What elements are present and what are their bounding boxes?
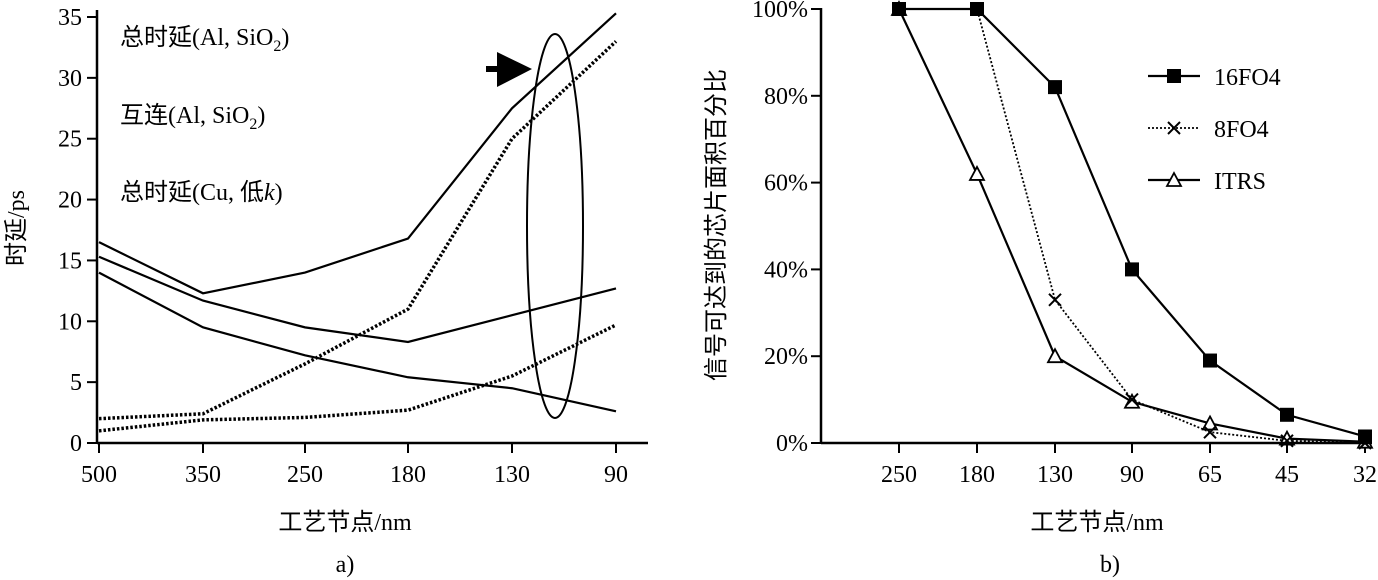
b-x-tick-label: 32 <box>1353 462 1377 488</box>
a-annotation-3: 总时延(Cu, 低k) <box>120 179 283 206</box>
highlight-ellipse <box>526 33 584 419</box>
b-point-16FO4 <box>1125 262 1139 277</box>
a-series-line-1 <box>98 12 617 295</box>
a-series-line-5 <box>98 323 617 433</box>
a-x-tick-label: 350 <box>185 462 221 488</box>
a-y-tick-label: 35 <box>58 5 82 31</box>
a-y-tick-label: 25 <box>58 127 82 153</box>
b-y-tick-label: 20% <box>764 344 808 370</box>
a-annotation-2: 互连(Al, SiO2) <box>120 102 265 133</box>
b-point-8FO4 <box>1125 392 1139 407</box>
legend-label-8FO4: 8FO4 <box>1214 117 1269 143</box>
a-annotation-1: 总时延(Al, SiO2) <box>120 24 289 55</box>
b-point-ITRS <box>1046 347 1064 364</box>
arrow-icon <box>486 52 532 87</box>
b-point-ITRS <box>968 165 986 181</box>
a-series-line-4 <box>98 40 618 421</box>
b-y-tick-label: 60% <box>764 171 808 197</box>
a-x-tick-label: 180 <box>390 462 426 488</box>
a-y-tick-label: 30 <box>58 66 82 92</box>
legend-marker-16FO4 <box>1167 69 1181 83</box>
a-series-line-3 <box>98 271 617 413</box>
b-series-line-ITRS <box>898 8 1366 443</box>
panel-a: 500 350 250 180 130 90 0 5 10 15 20 25 30 35 总时延(Al, … <box>3 5 648 578</box>
a-y-tick-label: 15 <box>58 248 82 274</box>
b-point-16FO4 <box>1280 407 1294 422</box>
b-point-16FO4 <box>892 2 906 16</box>
a-y-tick-label: 5 <box>70 370 82 396</box>
b-series-line-16FO4 <box>899 7 1366 438</box>
legend: 16FO4 8FO4 ITRS <box>1148 65 1281 195</box>
b-x-tick-label: 90 <box>1120 462 1144 488</box>
b-point-16FO4 <box>970 2 984 16</box>
legend-marker-8FO4 <box>1167 121 1181 135</box>
b-point-16FO4 <box>1358 429 1372 444</box>
a-xlabel: 工艺节点/nm <box>278 509 412 536</box>
a-x-tick-label: 90 <box>604 462 628 488</box>
b-y-tick-label: 100% <box>752 0 808 23</box>
b-x-tick-label: 45 <box>1275 462 1299 488</box>
b-series-line-8FO4 <box>899 8 1366 444</box>
b-ylabel: 信号可达到的芯片面积百分比 <box>703 69 730 381</box>
b-x-tick-label: 180 <box>959 462 995 488</box>
a-y-tick-label: 20 <box>58 188 82 214</box>
a-panel-label: a) <box>336 552 355 578</box>
b-y-tick-label: 0% <box>776 431 808 457</box>
a-x-tick-label: 130 <box>494 462 530 488</box>
legend-label-16FO4: 16FO4 <box>1214 65 1281 91</box>
b-point-8FO4 <box>1280 434 1294 448</box>
b-y-tick-label: 80% <box>764 84 808 110</box>
a-series-line-2 <box>98 255 617 344</box>
b-x-tick-label: 130 <box>1037 462 1073 488</box>
legend-label-ITRS: ITRS <box>1214 169 1266 195</box>
a-ylabel: 时延/ps <box>3 190 30 266</box>
legend-marker-ITRS <box>1165 171 1183 187</box>
b-point-ITRS <box>1201 414 1219 431</box>
a-x-tick-label: 500 <box>81 462 117 488</box>
b-x-tick-label: 65 <box>1198 462 1222 488</box>
a-y-tick-label: 10 <box>58 309 82 335</box>
a-y-tick-label: 0 <box>70 431 82 457</box>
b-point-8FO4 <box>1203 425 1217 439</box>
b-point-ITRS <box>1123 392 1141 409</box>
panel-b: 250 180 130 90 65 45 32 0% 20% 40% 60% 80% 100% 16FO… <box>703 0 1377 578</box>
a-x-tick-label: 250 <box>287 462 323 488</box>
b-point-8FO4 <box>1048 293 1062 307</box>
b-x-tick-label: 250 <box>881 462 917 488</box>
b-panel-label: b) <box>1100 552 1120 578</box>
b-xlabel: 工艺节点/nm <box>1030 509 1164 536</box>
b-point-16FO4 <box>1048 80 1062 95</box>
b-y-tick-label: 40% <box>764 257 808 283</box>
b-point-16FO4 <box>1203 353 1217 368</box>
